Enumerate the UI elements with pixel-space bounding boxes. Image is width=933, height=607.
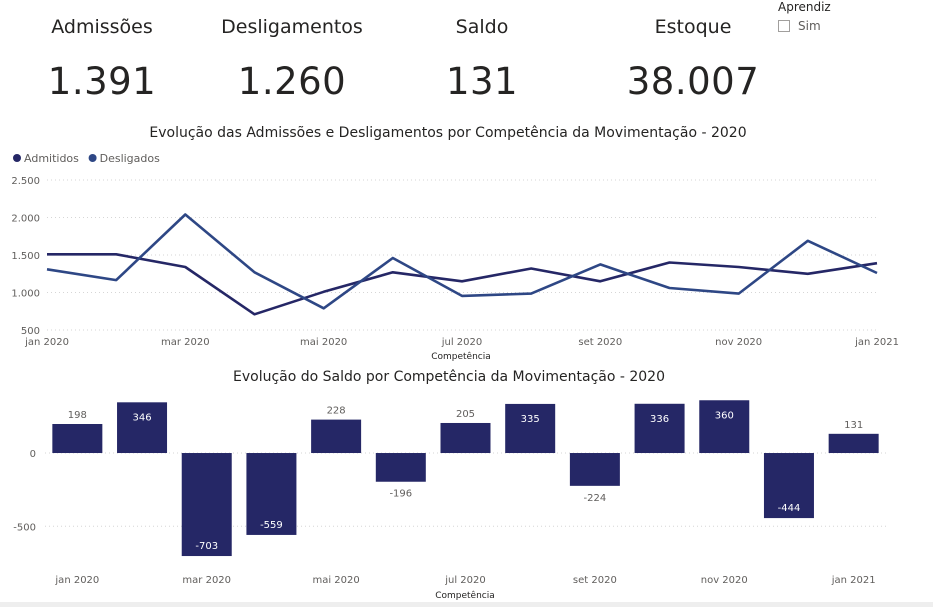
bar-dez-2020 bbox=[763, 453, 814, 519]
y-tick-label: -500 bbox=[13, 522, 36, 533]
checkbox-icon[interactable] bbox=[778, 20, 790, 32]
bar-mar-2020 bbox=[181, 453, 232, 557]
y-tick-label: 0 bbox=[30, 449, 36, 460]
x-tick-label: set 2020 bbox=[578, 337, 622, 348]
slicer-option-label: Sim bbox=[798, 19, 821, 33]
slicer-title: Aprendiz bbox=[778, 0, 831, 14]
kpi-value: 1.260 bbox=[237, 60, 347, 103]
bar-jun-2020 bbox=[375, 453, 426, 482]
x-tick-label: jan 2020 bbox=[24, 337, 69, 348]
data-label: -444 bbox=[778, 503, 801, 514]
x-tick-label: jul 2020 bbox=[444, 575, 486, 586]
data-label: 360 bbox=[715, 410, 734, 421]
data-label: -196 bbox=[389, 489, 412, 500]
kpi-value: 1.391 bbox=[47, 60, 157, 103]
y-tick-label: 1.000 bbox=[11, 289, 40, 300]
x-tick-label: mar 2020 bbox=[182, 575, 231, 586]
x-axis-title: Competência bbox=[431, 351, 491, 362]
data-label: 228 bbox=[327, 406, 346, 417]
bar-mai-2020 bbox=[311, 419, 362, 454]
y-tick-label: 500 bbox=[21, 326, 40, 337]
bar-jan-2020 bbox=[52, 424, 103, 454]
data-label: 335 bbox=[521, 414, 540, 425]
slicer-option-sim[interactable]: Sim bbox=[778, 19, 831, 33]
data-label: 346 bbox=[132, 412, 151, 423]
x-tick-label: set 2020 bbox=[573, 575, 617, 586]
line-chart-title: Evolução das Admissões e Desligamentos p… bbox=[149, 125, 746, 141]
series-line-admitidos bbox=[47, 253, 878, 316]
x-tick-label: jul 2020 bbox=[441, 337, 483, 348]
series-line-desligados bbox=[46, 213, 878, 310]
bar-fev-2020 bbox=[117, 402, 168, 454]
kpi-label: Saldo bbox=[455, 16, 509, 38]
bar-set-2020 bbox=[569, 453, 620, 486]
legend-marker bbox=[13, 154, 21, 162]
x-tick-label: nov 2020 bbox=[701, 575, 748, 586]
kpi-label: Admissões bbox=[51, 16, 153, 38]
data-label: -559 bbox=[260, 520, 283, 531]
bottom-strip bbox=[0, 602, 933, 607]
x-axis-title: Competência bbox=[435, 590, 495, 601]
x-tick-label: mai 2020 bbox=[312, 575, 359, 586]
legend-label: Admitidos bbox=[24, 152, 79, 165]
data-label: -224 bbox=[584, 493, 607, 504]
data-label: 198 bbox=[68, 410, 87, 421]
x-tick-label: mar 2020 bbox=[161, 337, 210, 348]
x-tick-label: nov 2020 bbox=[715, 337, 762, 348]
x-tick-label: jan 2021 bbox=[854, 337, 899, 348]
kpi-value: 38.007 bbox=[626, 60, 760, 103]
data-label: 205 bbox=[456, 409, 475, 420]
legend-marker bbox=[88, 154, 97, 162]
bar-jan-2021 bbox=[828, 433, 879, 454]
bar-abr-2020 bbox=[246, 453, 297, 535]
data-label: 131 bbox=[844, 420, 863, 431]
x-tick-label: mai 2020 bbox=[300, 337, 347, 348]
data-label: 336 bbox=[650, 414, 669, 425]
bar-chart: Evolução do Saldo por Competência da Mov… bbox=[13, 369, 886, 601]
x-tick-label: jan 2020 bbox=[54, 575, 99, 586]
x-tick-label: jan 2021 bbox=[831, 575, 876, 586]
kpi-label: Desligamentos bbox=[221, 16, 363, 38]
bar-jul-2020 bbox=[440, 422, 491, 454]
y-tick-label: 1.500 bbox=[11, 251, 40, 262]
y-tick-label: 2.500 bbox=[11, 176, 40, 187]
y-tick-label: 2.000 bbox=[11, 214, 40, 225]
data-label: -703 bbox=[195, 541, 218, 552]
bar-out-2020 bbox=[634, 403, 685, 454]
kpi-value: 131 bbox=[445, 60, 519, 103]
legend-label: Desligados bbox=[100, 152, 161, 165]
kpi-label: Estoque bbox=[654, 16, 732, 38]
aprendiz-slicer: Aprendiz Sim bbox=[778, 0, 831, 33]
bar-nov-2020 bbox=[699, 400, 750, 454]
bar-ago-2020 bbox=[505, 403, 556, 454]
bar-chart-title: Evolução do Saldo por Competência da Mov… bbox=[233, 369, 665, 385]
line-chart: Evolução das Admissões e Desligamentos p… bbox=[11, 125, 899, 362]
